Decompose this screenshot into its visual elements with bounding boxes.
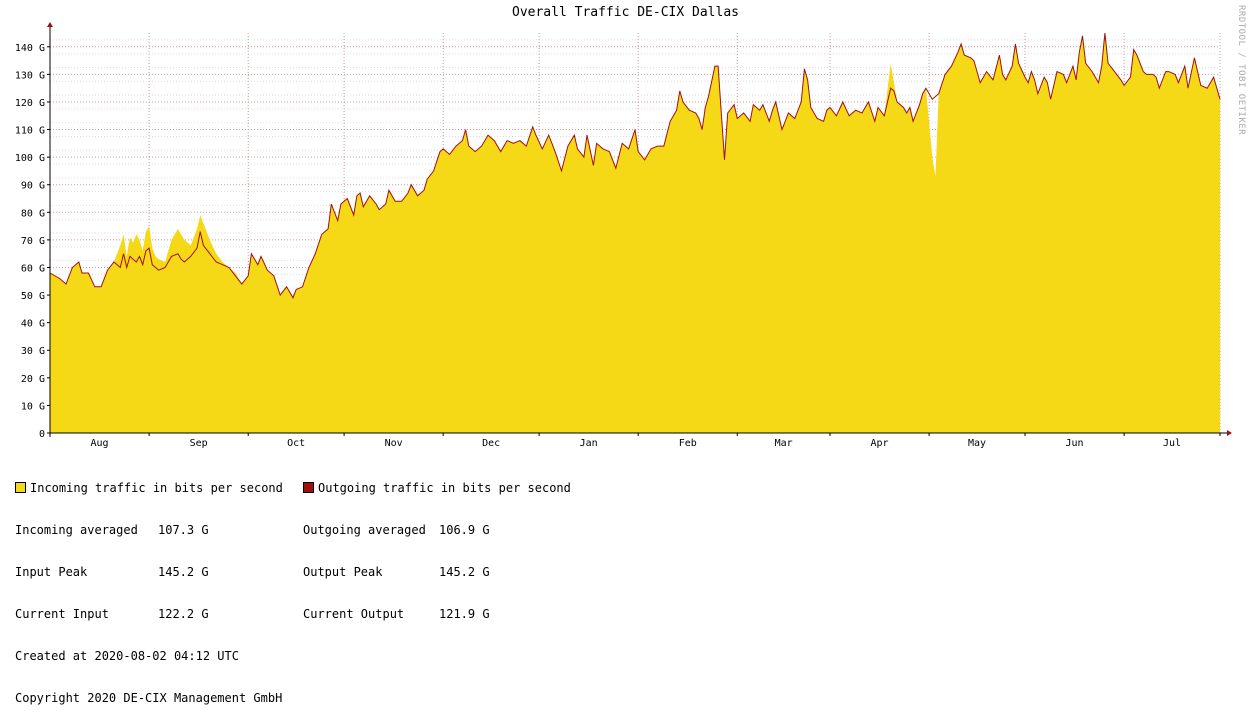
stat-value: 107.3 G [158,523,209,537]
x-tick-label: Jun [1066,438,1084,449]
stat-row: Incoming averaged 107.3 G [15,523,283,537]
stat-row: Input Peak 145.2 G [15,565,283,579]
traffic-chart: 0 10 G 20 G 30 G 40 G 50 G 60 G 70 G 80 G 90 G 100… [15,22,1232,449]
incoming-label: Incoming traffic in bits per second [30,481,283,495]
outgoing-line [49,32,1221,299]
stat-label: Input Peak [15,565,88,579]
x-axis-arrow [1227,430,1232,436]
x-tick-label: Aug [91,438,109,449]
y-tick-label: 30 G [21,346,45,357]
stat-value: 145.2 G [439,565,490,579]
legend-incoming-entry: Incoming traffic in bits per second [15,481,283,495]
stat-label: Outgoing averaged [303,523,426,537]
y-tick-label: 60 G [21,263,45,274]
x-tick-label: May [968,438,986,449]
y-tick-label: 140 G [15,43,45,54]
y-tick-label: 110 G [15,126,45,137]
stat-value: 122.2 G [158,607,209,621]
chart-title: Overall Traffic DE-CIX Dallas [512,5,739,20]
stat-label: Output Peak [303,565,383,579]
copyright: Copyright 2020 DE-CIX Management GmbH [15,691,283,705]
x-tick-label: Dec [482,438,500,449]
y-tick-label: 40 G [21,319,45,330]
y-tick-label: 100 G [15,153,45,164]
stat-value: 121.9 G [439,607,490,621]
x-tick-label: Mar [775,438,793,449]
x-tick-label: Sep [190,438,208,449]
y-tick-label: 20 G [21,374,45,385]
stat-label: Current Input [15,607,109,621]
created-at: Created at 2020-08-02 04:12 UTC [15,649,239,663]
x-tick-label: Oct [287,438,305,449]
y-tick-label: 0 [39,429,45,440]
outgoing-label: Outgoing traffic in bits per second [318,481,571,495]
legend-outgoing: Outgoing traffic in bits per second Outg… [303,453,571,635]
y-tick-label: 120 G [15,98,45,109]
incoming-swatch [15,482,26,493]
rrdtool-watermark: RRDTOOL / TOBI OETIKER [1236,5,1246,136]
legend-outgoing-entry: Outgoing traffic in bits per second [303,481,571,495]
x-tick-label: Apr [871,438,889,449]
y-tick-label: 10 G [21,401,45,412]
x-tick-label: Jul [1163,438,1181,449]
stat-value: 145.2 G [158,565,209,579]
stat-label: Current Output [303,607,405,621]
y-tick-label: 50 G [21,291,45,302]
stat-row: Outgoing averaged 106.9 G [303,523,571,537]
y-tick-label: 90 G [21,181,45,192]
y-tick-label: 80 G [21,208,45,219]
x-tick-label: Feb [679,438,697,449]
y-tick-label: 70 G [21,236,45,247]
stat-row: Output Peak 145.2 G [303,565,571,579]
outgoing-swatch [303,482,314,493]
y-tick-label: 130 G [15,70,45,81]
stat-row: Current Output 121.9 G [303,607,571,621]
legend-incoming: Incoming traffic in bits per second Inco… [15,453,283,719]
x-tick-label: Jan [580,438,598,449]
y-axis-arrow [47,22,53,27]
x-tick-label: Nov [385,438,403,449]
stat-label: Incoming averaged [15,523,138,537]
stat-row: Current Input 122.2 G [15,607,283,621]
stat-value: 106.9 G [439,523,490,537]
incoming-area [50,33,1220,433]
